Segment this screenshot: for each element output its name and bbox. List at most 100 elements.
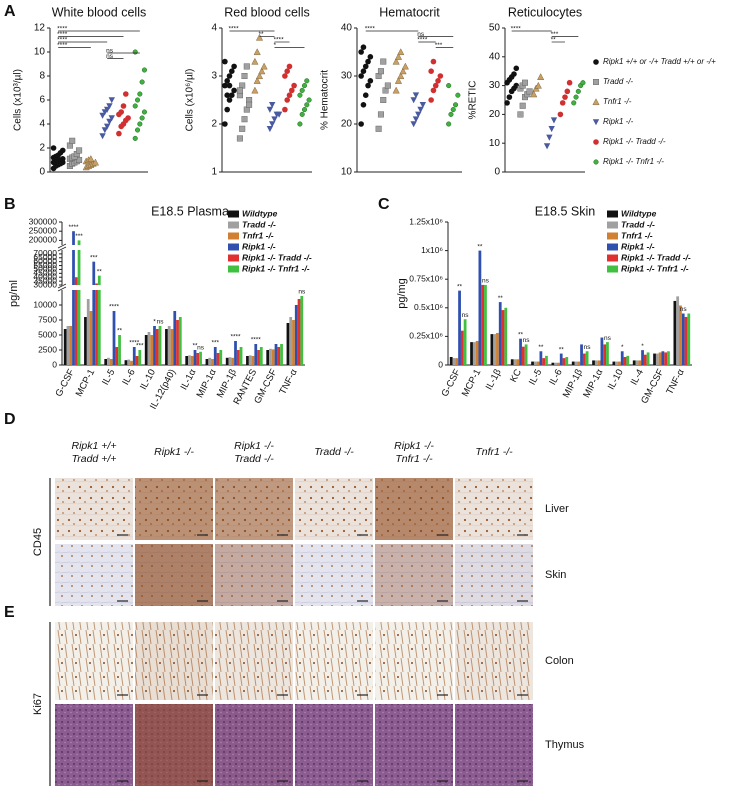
- bar: [531, 361, 534, 365]
- bar: [635, 360, 639, 365]
- micrograph: [55, 622, 133, 700]
- bar: [89, 311, 93, 365]
- bar: [124, 360, 128, 365]
- bar: [626, 355, 630, 365]
- data-point: [580, 80, 586, 86]
- data-point: [428, 97, 434, 103]
- bar: [216, 353, 220, 365]
- data-point: [132, 135, 138, 141]
- bar: [478, 250, 482, 365]
- data-point: [522, 79, 529, 86]
- bar: [615, 361, 619, 365]
- data-point: [87, 155, 95, 162]
- data-point: [384, 82, 391, 89]
- data-point: [226, 97, 233, 103]
- micrograph-stain: [135, 478, 213, 540]
- x-tick-label: TNF-α: [664, 367, 687, 397]
- bar: [458, 290, 461, 365]
- legend-marker: [592, 98, 600, 105]
- y-tick-label: 30: [489, 80, 501, 91]
- stain-label: CD45: [32, 528, 44, 556]
- significance-label: ****: [57, 31, 68, 38]
- data-point: [103, 123, 111, 130]
- data-point: [123, 91, 129, 97]
- data-point: [430, 87, 437, 94]
- legend-swatch: [228, 243, 239, 251]
- bar: [95, 283, 98, 285]
- bar: [510, 359, 514, 365]
- y-tick-label: 20: [341, 119, 353, 130]
- bar: [504, 307, 508, 365]
- bar: [521, 346, 525, 365]
- data-point: [108, 115, 115, 122]
- data-point: [125, 115, 131, 121]
- bar: [176, 320, 179, 365]
- significance-label: **: [551, 37, 557, 44]
- data-point: [559, 100, 566, 106]
- data-point: [269, 121, 276, 128]
- bar: [269, 348, 272, 365]
- data-point: [224, 78, 230, 84]
- column-header: Tnfr1 -/-: [475, 446, 513, 458]
- significance-label: ns: [298, 289, 306, 296]
- data-point: [450, 107, 456, 113]
- legend-swatch: [607, 232, 618, 240]
- significance-label: ****: [57, 26, 68, 33]
- bar: [63, 329, 67, 365]
- y-tick-label: 4: [39, 119, 45, 130]
- column-header: Tnfr1 -/-: [395, 453, 433, 465]
- y-tick-label: 0: [494, 167, 500, 178]
- bar: [664, 352, 668, 365]
- x-tick-label: IL-5: [527, 367, 544, 387]
- data-point: [417, 106, 424, 113]
- significance-label: *: [153, 319, 156, 326]
- bar: [228, 357, 232, 365]
- x-tick-label: IL-6: [120, 367, 137, 387]
- column-header: Tradd -/-: [234, 453, 274, 465]
- legend-swatch: [228, 265, 239, 273]
- bar: [72, 231, 75, 245]
- row-label: Thymus: [545, 739, 585, 751]
- bar: [676, 296, 680, 365]
- bar: [257, 350, 260, 365]
- data-point: [103, 106, 111, 113]
- bar: [493, 334, 497, 365]
- data-point: [271, 116, 278, 123]
- y-tick-label: 0: [438, 359, 443, 369]
- significance-label: ****: [417, 37, 428, 44]
- y-tick-label: 40: [489, 51, 501, 62]
- y-tick-label: 40000: [33, 271, 57, 281]
- bar: [498, 302, 502, 365]
- y-tick-label: 70000: [33, 248, 57, 258]
- y-tick-label: 45000: [33, 268, 57, 278]
- x-tick-label: MIP-1α: [581, 367, 605, 400]
- bar: [294, 305, 298, 365]
- legend-marker: [593, 59, 599, 65]
- data-point: [236, 135, 243, 142]
- y-tick-label: 1.25x10⁶: [409, 216, 443, 226]
- significance-label: ns: [157, 319, 165, 326]
- data-point: [222, 82, 228, 89]
- bar: [297, 299, 301, 365]
- significance-label: ****: [57, 37, 68, 44]
- data-point: [412, 92, 420, 99]
- y-tick-label: 35000: [33, 275, 57, 285]
- bar: [519, 338, 522, 365]
- bar: [107, 357, 110, 365]
- axis-break: [57, 283, 67, 292]
- data-point: [448, 111, 454, 117]
- data-point: [282, 106, 288, 113]
- data-point: [108, 97, 115, 104]
- data-point: [116, 130, 122, 137]
- significance-label: ***: [75, 233, 83, 240]
- data-point: [260, 62, 268, 70]
- significance-label: ***: [435, 42, 443, 49]
- legend-label: Ripk1 -/-: [242, 241, 276, 251]
- significance-label: *: [274, 42, 277, 49]
- y-tick-label: 2: [39, 143, 45, 154]
- micrograph: [455, 622, 533, 700]
- bar: [199, 351, 202, 365]
- bar: [74, 290, 78, 365]
- data-point: [286, 92, 293, 98]
- bar: [455, 358, 459, 365]
